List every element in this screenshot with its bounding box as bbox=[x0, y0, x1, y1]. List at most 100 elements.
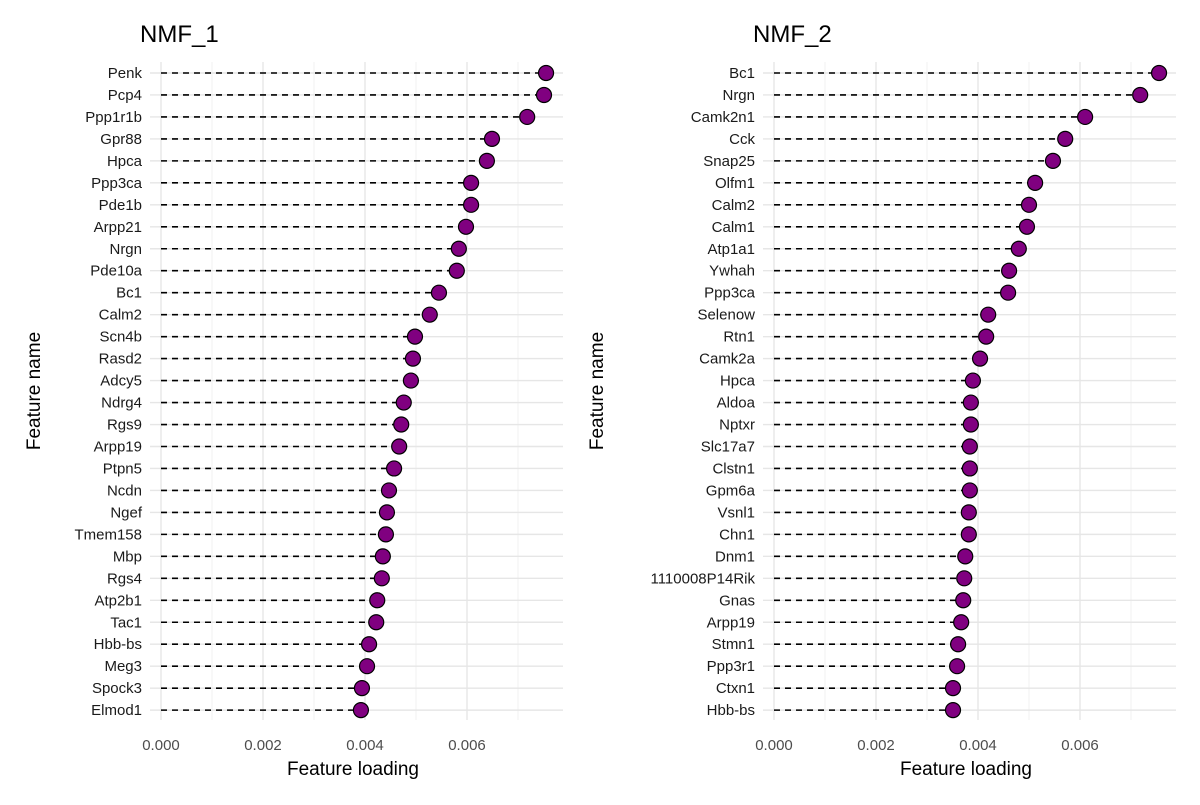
panel-title: NMF_2 bbox=[753, 21, 832, 48]
data-point bbox=[1010, 240, 1027, 257]
data-point bbox=[448, 262, 465, 279]
data-point bbox=[1150, 64, 1168, 82]
y-tick-label: Gpm6a bbox=[706, 482, 756, 499]
y-tick-label: Tmem158 bbox=[74, 526, 142, 543]
y-tick-label: Rasd2 bbox=[99, 351, 142, 368]
y-tick-label: Stmn1 bbox=[712, 636, 755, 653]
data-point bbox=[944, 680, 962, 697]
data-point bbox=[358, 658, 376, 675]
y-tick-label: Calm2 bbox=[712, 197, 755, 214]
data-point bbox=[956, 570, 973, 587]
data-point bbox=[962, 416, 979, 433]
y-tick-label: Rgs9 bbox=[107, 417, 142, 434]
data-point bbox=[380, 482, 398, 499]
data-point bbox=[537, 64, 555, 82]
y-tick-label: Dnm1 bbox=[715, 548, 755, 565]
y-tick-label: Nrgn bbox=[722, 87, 755, 104]
data-point bbox=[1020, 196, 1038, 213]
data-point bbox=[948, 658, 966, 675]
data-point bbox=[402, 372, 419, 389]
y-tick-label: Arpp19 bbox=[94, 438, 142, 455]
data-point bbox=[377, 526, 395, 543]
data-point bbox=[457, 218, 475, 235]
data-point bbox=[385, 460, 403, 477]
y-tick-label: Ppp1r1b bbox=[85, 109, 142, 126]
y-tick-label: Bc1 bbox=[729, 65, 755, 82]
y-tick-label: Hpca bbox=[107, 153, 143, 170]
y-tick-label: Pcp4 bbox=[108, 87, 142, 104]
y-tick-label: Ngef bbox=[110, 504, 143, 521]
x-tick-label: 0.004 bbox=[959, 737, 997, 754]
data-point bbox=[421, 306, 438, 323]
y-tick-label: Ptpn5 bbox=[103, 460, 142, 477]
x-tick-label: 0.002 bbox=[857, 737, 895, 754]
data-point bbox=[955, 592, 972, 609]
panel-1: 0.000 0.002 0.004 0.006 Penk Pcp4 Ppp1r1b Gpr88… bbox=[24, 21, 563, 780]
data-point bbox=[1001, 262, 1018, 279]
y-tick-label: Hpca bbox=[720, 373, 756, 390]
y-tick-label: Gpr88 bbox=[100, 131, 142, 148]
y-tick-label: Arpp19 bbox=[707, 614, 755, 631]
y-tick-label: Pde1b bbox=[99, 197, 142, 214]
y-tick-label: Nptxr bbox=[719, 417, 755, 434]
x-tick-label: 0.000 bbox=[142, 737, 180, 754]
y-tick-label: Gnas bbox=[719, 592, 755, 609]
y-tick-label: Selenow bbox=[697, 307, 755, 324]
y-tick-label: Ndrg4 bbox=[101, 395, 142, 412]
y-tick-label: Penk bbox=[108, 65, 143, 82]
y-tick-label: Atp1a1 bbox=[707, 241, 755, 258]
y-tick-label: Atp2b1 bbox=[94, 592, 142, 609]
data-point bbox=[978, 328, 995, 345]
data-point bbox=[1018, 218, 1036, 235]
y-axis-label: Feature name bbox=[587, 332, 608, 450]
y-tick-label: Chn1 bbox=[719, 526, 755, 543]
y-tick-label: Pde10a bbox=[90, 263, 142, 280]
y-tick-label: Meg3 bbox=[104, 658, 142, 675]
x-axis-label: Feature loading bbox=[900, 759, 1032, 780]
x-tick-label: 0.000 bbox=[755, 737, 793, 754]
data-point bbox=[404, 350, 422, 367]
data-point bbox=[391, 438, 408, 455]
data-point bbox=[374, 548, 391, 565]
y-tick-label: 1110008P14Rik bbox=[650, 570, 755, 587]
y-tick-label: Aldoa bbox=[717, 395, 756, 412]
data-point bbox=[1044, 152, 1062, 169]
y-tick-label: Adcy5 bbox=[100, 373, 142, 390]
data-point bbox=[953, 614, 970, 631]
panel-2: 0.000 0.002 0.004 0.006 Bc1 Nrgn Camk2n1 Cck Sna… bbox=[587, 21, 1176, 780]
x-axis-label: Feature loading bbox=[287, 759, 419, 780]
data-point bbox=[360, 636, 378, 653]
y-tick-label: Ywhah bbox=[709, 263, 755, 280]
data-point bbox=[393, 416, 410, 433]
y-tick-label: Hbb-bs bbox=[94, 636, 142, 653]
data-point bbox=[462, 196, 480, 213]
data-point bbox=[980, 306, 997, 323]
y-axis-label: Feature name bbox=[24, 332, 45, 450]
data-point bbox=[999, 284, 1017, 301]
data-point bbox=[450, 240, 467, 257]
y-tick-label: Snap25 bbox=[703, 153, 755, 170]
data-point bbox=[961, 438, 978, 455]
y-tick-label: Calm1 bbox=[712, 219, 755, 236]
data-point bbox=[971, 350, 989, 367]
data-point bbox=[368, 614, 385, 631]
data-point bbox=[957, 548, 974, 565]
data-point bbox=[960, 526, 977, 543]
y-tick-label: Elmod1 bbox=[91, 702, 142, 719]
y-tick-label: Calm2 bbox=[99, 307, 142, 324]
data-point bbox=[395, 394, 412, 411]
y-tick-label: Arpp21 bbox=[94, 219, 142, 236]
y-tick-label: Ppp3ca bbox=[91, 175, 143, 192]
data-point bbox=[962, 394, 979, 411]
y-tick-label: Hbb-bs bbox=[707, 702, 755, 719]
data-point bbox=[960, 504, 977, 521]
y-tick-label: Bc1 bbox=[116, 285, 142, 302]
y-tick-label: Scn4b bbox=[99, 329, 142, 346]
data-point bbox=[369, 592, 386, 609]
y-tick-label: Nrgn bbox=[109, 241, 142, 258]
y-tick-label: Cck bbox=[729, 131, 755, 148]
y-tick-label: Ncdn bbox=[107, 482, 142, 499]
y-tick-label: Rtn1 bbox=[723, 329, 755, 346]
y-tick-label: Spock3 bbox=[92, 680, 142, 697]
